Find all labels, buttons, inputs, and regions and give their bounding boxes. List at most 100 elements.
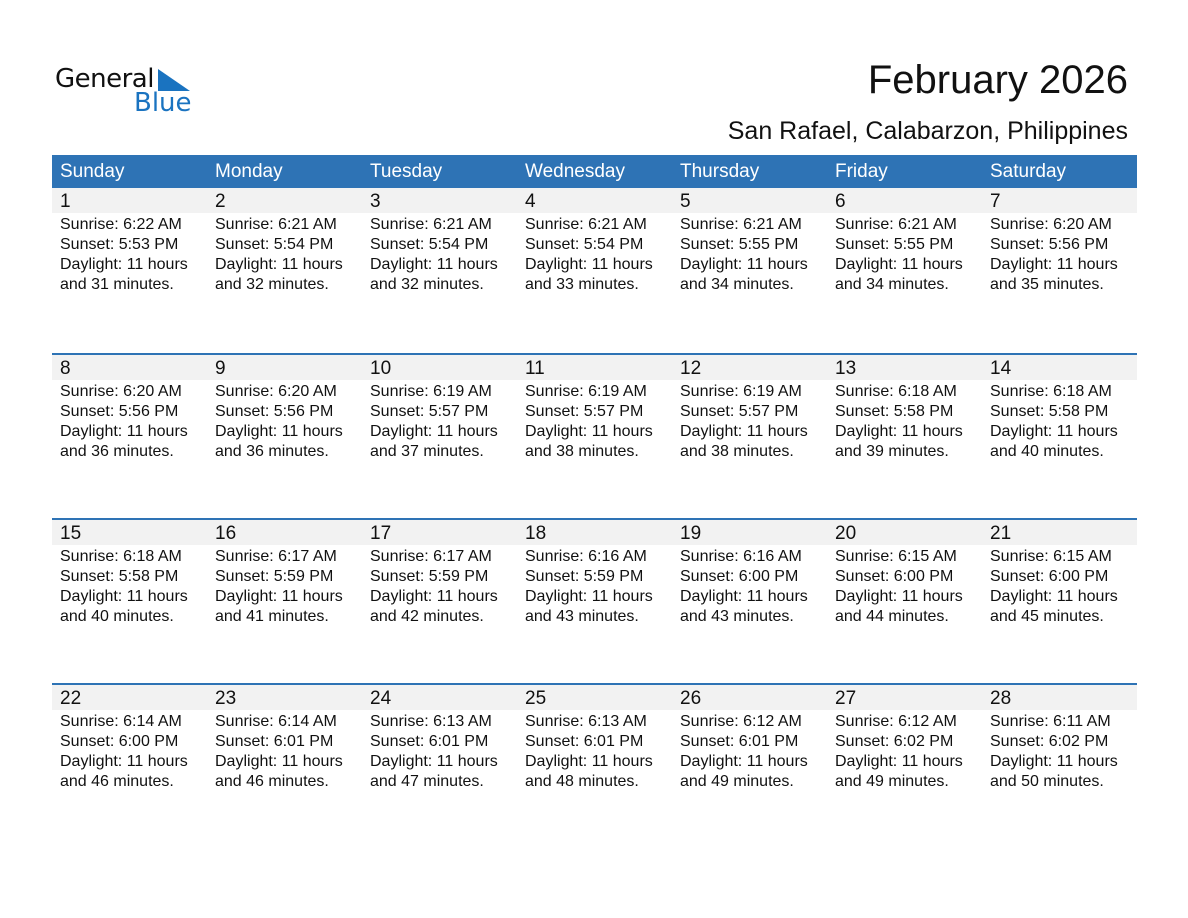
day-number: 27 <box>835 688 857 709</box>
sunrise-text: Sunrise: 6:13 AM <box>525 713 647 730</box>
day-cell: Sunrise: 6:19 AM Sunset: 5:57 PM Daylight:… <box>672 380 827 462</box>
daylight-text: Daylight: 11 hours <box>680 588 808 605</box>
daylight-text: Daylight: 11 hours <box>990 423 1118 440</box>
sunrise-text: Sunrise: 6:12 AM <box>680 713 802 730</box>
day-number: 13 <box>835 358 857 379</box>
day-cell: Sunrise: 6:13 AM Sunset: 6:01 PM Daylight:… <box>362 710 517 792</box>
day-cell: Sunrise: 6:17 AM Sunset: 5:59 PM Daylight:… <box>362 545 517 627</box>
minutes-text: and 47 minutes. <box>370 773 484 790</box>
sunset-text: Sunset: 5:59 PM <box>215 568 334 585</box>
day-cell: Sunrise: 6:12 AM Sunset: 6:02 PM Daylight:… <box>827 710 982 792</box>
day-cell: Sunrise: 6:16 AM Sunset: 6:00 PM Daylight:… <box>672 545 827 627</box>
day-number: 20 <box>835 523 857 544</box>
sunrise-text: Sunrise: 6:14 AM <box>60 713 182 730</box>
weekday-saturday: Saturday <box>990 161 1067 182</box>
sunset-text: Sunset: 6:00 PM <box>835 568 954 585</box>
daylight-text: Daylight: 11 hours <box>215 588 343 605</box>
daylight-text: Daylight: 11 hours <box>680 423 808 440</box>
weekday-friday: Friday <box>835 161 888 182</box>
sunrise-text: Sunrise: 6:18 AM <box>835 383 957 400</box>
sunset-text: Sunset: 5:55 PM <box>835 236 954 253</box>
sunset-text: Sunset: 6:01 PM <box>680 733 799 750</box>
day-cell: Sunrise: 6:18 AM Sunset: 5:58 PM Daylight:… <box>827 380 982 462</box>
daylight-text: Daylight: 11 hours <box>525 588 653 605</box>
minutes-text: and 34 minutes. <box>835 276 949 293</box>
day-number: 8 <box>60 358 71 379</box>
day-number: 23 <box>215 688 237 709</box>
page-title: February 2026 <box>867 58 1128 102</box>
sunset-text: Sunset: 5:58 PM <box>835 403 954 420</box>
day-number: 1 <box>60 191 71 212</box>
minutes-text: and 49 minutes. <box>680 773 794 790</box>
sunrise-text: Sunrise: 6:21 AM <box>215 216 337 233</box>
day-number: 6 <box>835 191 846 212</box>
weekday-monday: Monday <box>215 161 283 182</box>
page-subtitle: San Rafael, Calabarzon, Philippines <box>727 117 1128 145</box>
sunset-text: Sunset: 5:56 PM <box>60 403 179 420</box>
day-number: 4 <box>525 191 536 212</box>
sunset-text: Sunset: 5:58 PM <box>60 568 179 585</box>
sunset-text: Sunset: 5:55 PM <box>680 236 799 253</box>
day-number: 14 <box>990 358 1012 379</box>
daylight-text: Daylight: 11 hours <box>60 256 188 273</box>
sunrise-text: Sunrise: 6:15 AM <box>990 548 1112 565</box>
day-number: 12 <box>680 358 702 379</box>
daylight-text: Daylight: 11 hours <box>990 753 1118 770</box>
day-number: 16 <box>215 523 237 544</box>
sunset-text: Sunset: 5:59 PM <box>370 568 489 585</box>
day-cell: Sunrise: 6:16 AM Sunset: 5:59 PM Daylight:… <box>517 545 672 627</box>
day-number: 15 <box>60 523 82 544</box>
sunset-text: Sunset: 6:00 PM <box>680 568 799 585</box>
minutes-text: and 40 minutes. <box>990 443 1104 460</box>
sunset-text: Sunset: 5:57 PM <box>370 403 489 420</box>
day-number: 19 <box>680 523 702 544</box>
day-cell: Sunrise: 6:18 AM Sunset: 5:58 PM Daylight:… <box>982 380 1137 462</box>
minutes-text: and 36 minutes. <box>215 443 329 460</box>
day-cell: Sunrise: 6:15 AM Sunset: 6:00 PM Daylight:… <box>827 545 982 627</box>
day-cell: Sunrise: 6:19 AM Sunset: 5:57 PM Daylight:… <box>517 380 672 462</box>
day-number: 11 <box>525 358 545 379</box>
week-row: 22 23 24 25 26 27 28 Sunrise: 6:14 AM Sunset: 6:… <box>52 683 1137 848</box>
sunrise-text: Sunrise: 6:11 AM <box>990 713 1111 730</box>
sunrise-text: Sunrise: 6:17 AM <box>370 548 492 565</box>
minutes-text: and 49 minutes. <box>835 773 949 790</box>
minutes-text: and 45 minutes. <box>990 608 1104 625</box>
sunrise-text: Sunrise: 6:13 AM <box>370 713 492 730</box>
day-number: 25 <box>525 688 547 709</box>
sunrise-text: Sunrise: 6:21 AM <box>680 216 802 233</box>
minutes-text: and 32 minutes. <box>215 276 329 293</box>
daylight-text: Daylight: 11 hours <box>680 753 808 770</box>
day-cell: Sunrise: 6:18 AM Sunset: 5:58 PM Daylight:… <box>52 545 207 627</box>
day-cell: Sunrise: 6:21 AM Sunset: 5:54 PM Daylight:… <box>517 213 672 295</box>
daylight-text: Daylight: 11 hours <box>835 753 963 770</box>
daylight-text: Daylight: 11 hours <box>60 423 188 440</box>
weekday-thursday: Thursday <box>680 161 760 182</box>
day-cell: Sunrise: 6:14 AM Sunset: 6:01 PM Daylight:… <box>207 710 362 792</box>
minutes-text: and 44 minutes. <box>835 608 949 625</box>
day-cell: Sunrise: 6:21 AM Sunset: 5:54 PM Daylight:… <box>362 213 517 295</box>
sunrise-text: Sunrise: 6:19 AM <box>680 383 802 400</box>
daylight-text: Daylight: 11 hours <box>835 256 963 273</box>
day-number: 17 <box>370 523 392 544</box>
weekday-wednesday: Wednesday <box>525 161 625 182</box>
sunrise-text: Sunrise: 6:21 AM <box>370 216 492 233</box>
day-number: 26 <box>680 688 702 709</box>
weekday-header: Sunday Monday Tuesday Wednesday Thursday Frid… <box>52 155 1137 188</box>
minutes-text: and 40 minutes. <box>60 608 174 625</box>
weekday-sunday: Sunday <box>60 161 125 182</box>
minutes-text: and 46 minutes. <box>215 773 329 790</box>
weekday-tuesday: Tuesday <box>370 161 443 182</box>
day-number: 3 <box>370 191 381 212</box>
day-cell: Sunrise: 6:20 AM Sunset: 5:56 PM Daylight:… <box>52 380 207 462</box>
daylight-text: Daylight: 11 hours <box>60 588 188 605</box>
sunrise-text: Sunrise: 6:16 AM <box>525 548 647 565</box>
sunset-text: Sunset: 6:00 PM <box>60 733 179 750</box>
logo-text-general: General <box>55 64 154 94</box>
day-number: 28 <box>990 688 1012 709</box>
daylight-text: Daylight: 11 hours <box>525 423 653 440</box>
minutes-text: and 46 minutes. <box>60 773 174 790</box>
day-cell: Sunrise: 6:14 AM Sunset: 6:00 PM Daylight:… <box>52 710 207 792</box>
sunrise-text: Sunrise: 6:20 AM <box>60 383 182 400</box>
daylight-text: Daylight: 11 hours <box>835 423 963 440</box>
minutes-text: and 48 minutes. <box>525 773 639 790</box>
